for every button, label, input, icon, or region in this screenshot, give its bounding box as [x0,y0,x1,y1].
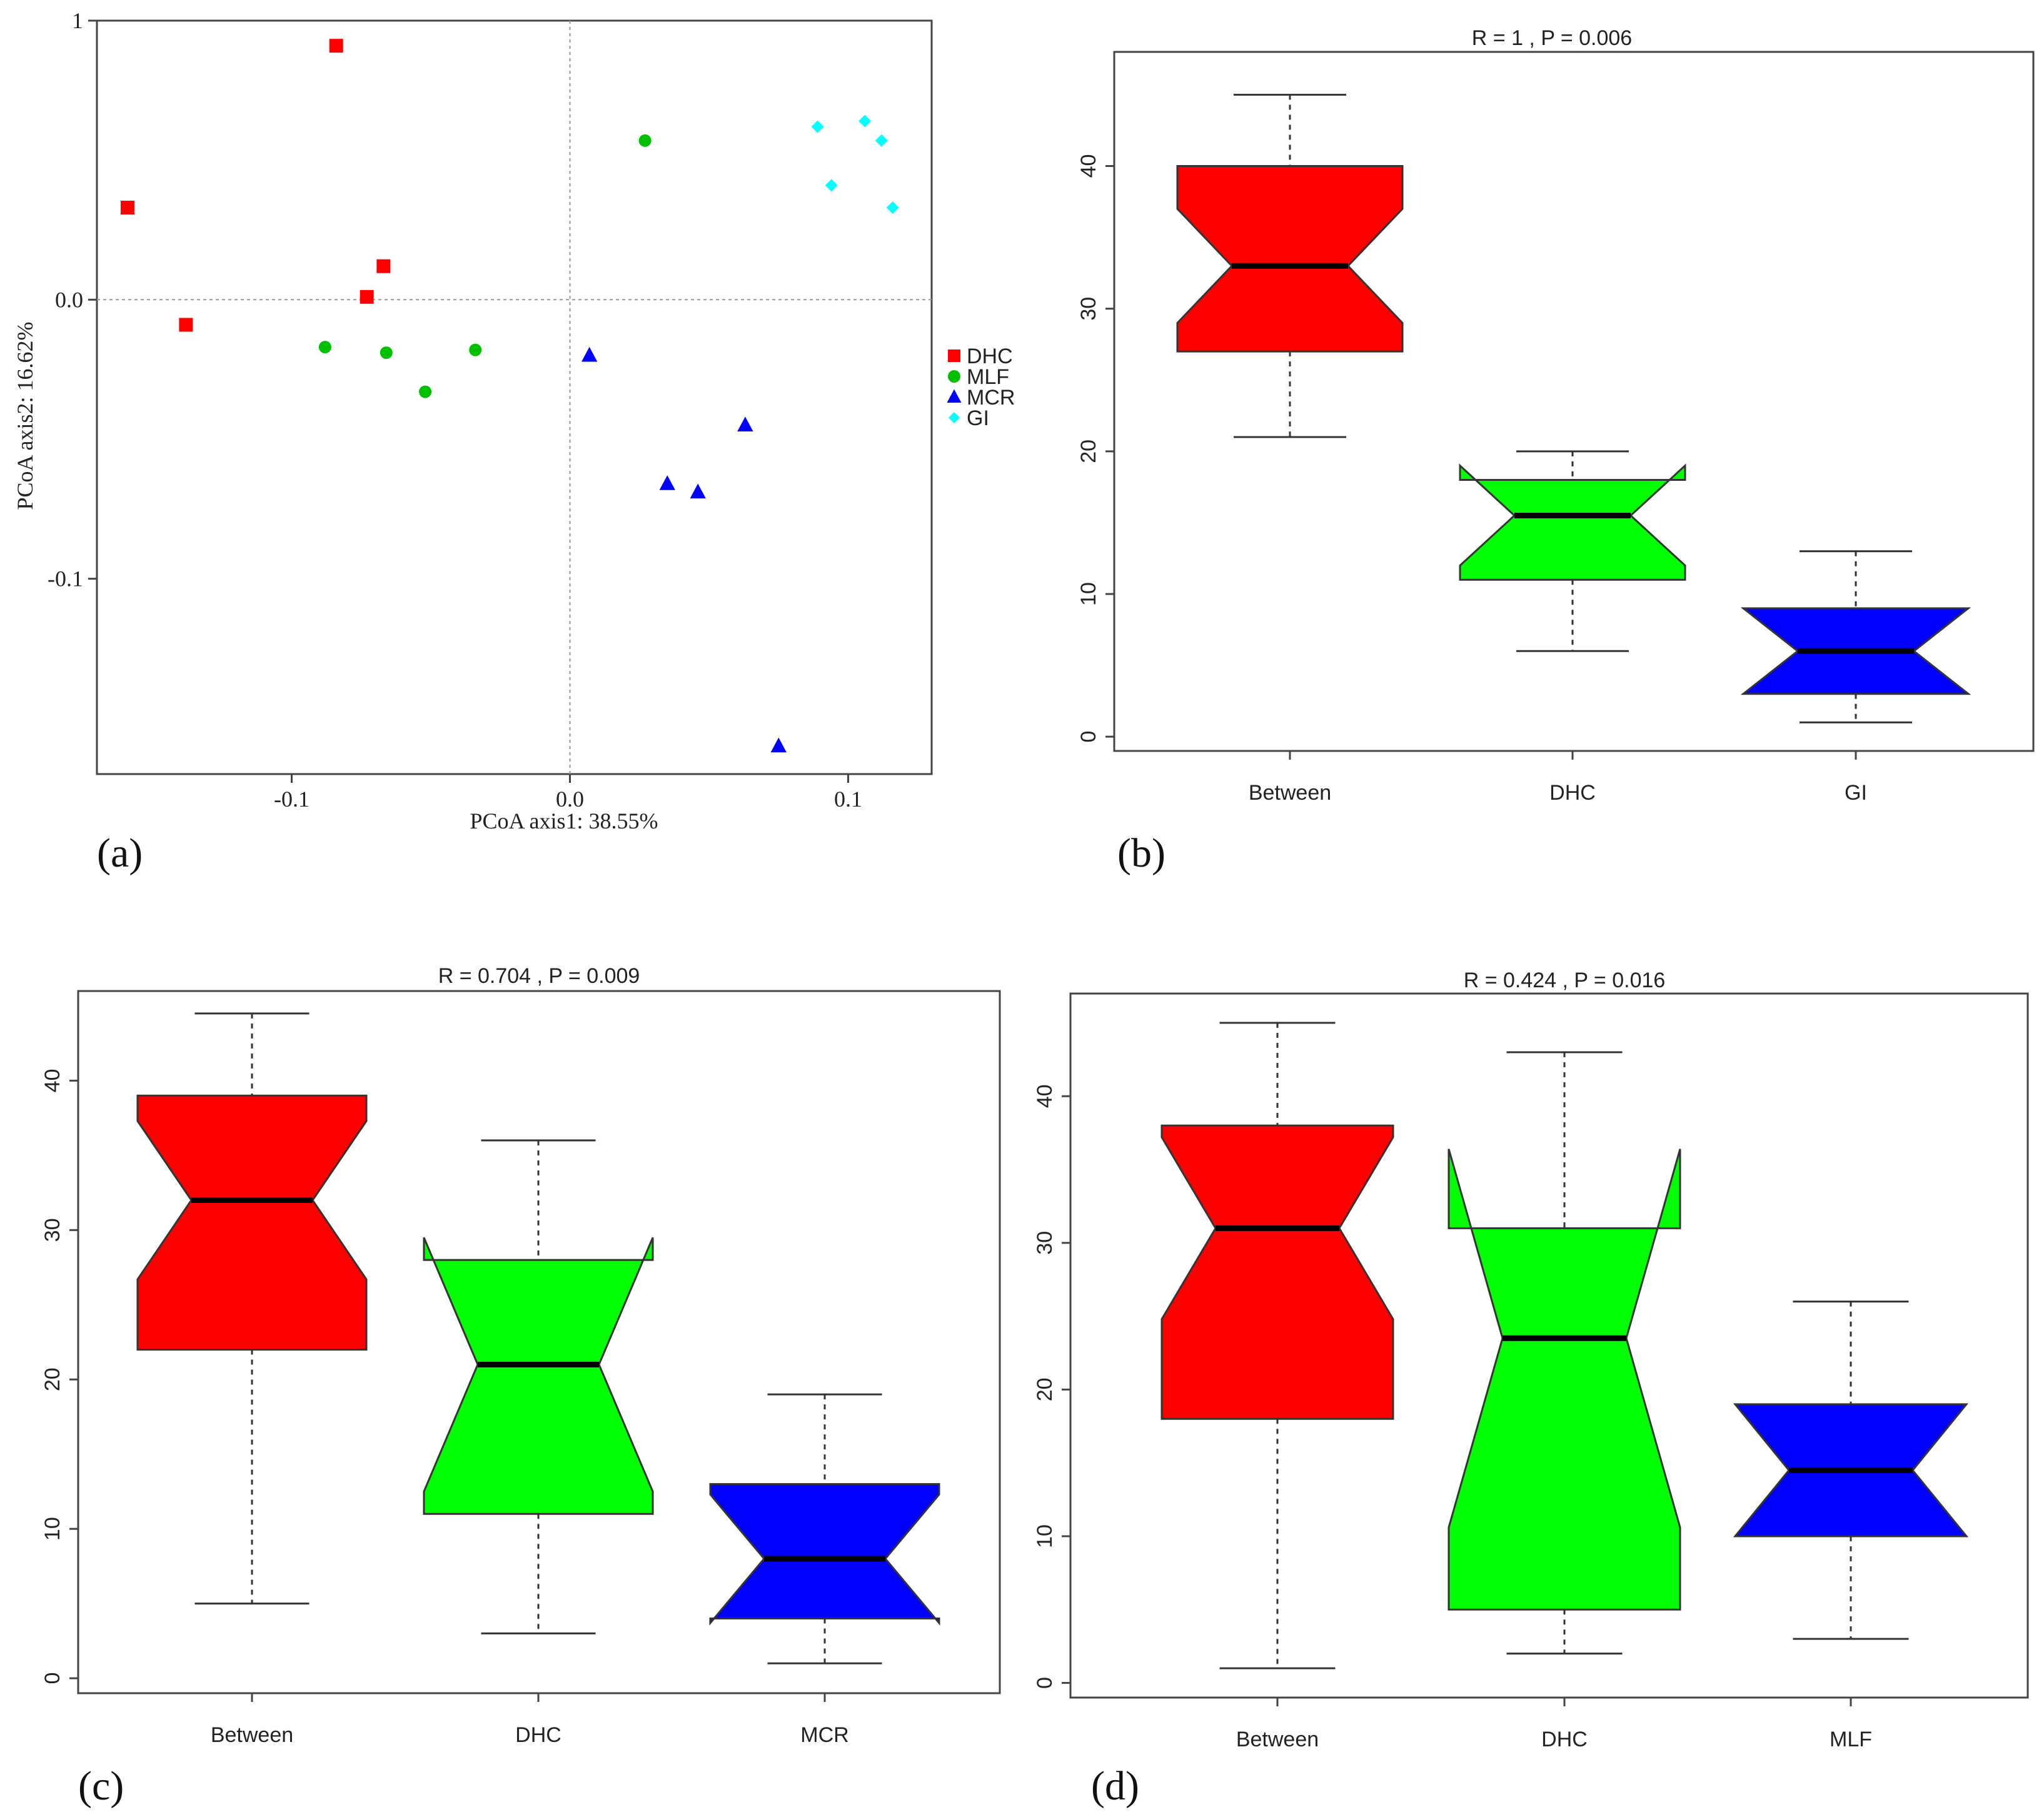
legend-marker-mlf [948,370,960,383]
legend-label-mlf: MLF [967,365,1009,389]
y-tick-label: 40 [41,1069,64,1092]
panel-a-plot-frame [96,19,933,775]
panel-d-label: (d) [1091,1763,1139,1809]
point-gi [811,120,824,133]
box-dhc [423,1237,654,1515]
point-mlf [419,385,432,398]
box-between [1176,165,1404,353]
x-tick-label: -0.1 [274,787,310,812]
x-tick-label: Between [211,1723,293,1747]
y-tick-label: 40 [1077,154,1100,178]
y-tick-label: 0 [41,1673,64,1684]
panel-b-label: (b) [1117,830,1165,876]
panel-a-points [120,39,899,753]
point-dhc [179,318,193,332]
panel-d-plot-area: 0 10 20 30 40 Between DHC MLF [1033,1022,1969,1751]
point-mcr [690,483,706,499]
x-tick-label: Between [1249,781,1331,805]
x-tick-label: MLF [1830,1728,1872,1751]
y-tick-label: 20 [1077,440,1100,463]
point-mlf [469,343,482,356]
point-gi [875,134,888,147]
panel-c-title: R = 0.704 , P = 0.009 [438,964,640,988]
panel-c-plot-area: 0 10 20 30 40 Between DHC MCR [41,1012,940,1747]
y-tick-label: 30 [1077,297,1100,321]
x-tick-label: DHC [515,1723,561,1747]
panel-b-plot-area: 0 10 20 30 40 Between DHC GI [1077,93,1971,805]
point-dhc [360,289,374,304]
legend-label-gi: GI [967,406,989,430]
panel-a-pcoa-scatter: -0.1 0.0 0.1 1 0.0 -0.1 PCoA axis1: 38.55% P… [13,8,1015,876]
panel-d-boxplot: R = 0.424 , P = 0.016 0 10 20 30 40 Between DH… [1033,969,2029,1809]
panel-a-y-axis-label: PCoA axis2: 16.62% [13,321,38,510]
x-tick-label: DHC [1549,781,1596,805]
point-dhc [376,259,391,273]
point-mcr [581,346,598,362]
box-dhc [1447,1149,1681,1611]
point-mcr [737,416,753,432]
x-tick-label: DHC [1541,1728,1588,1751]
point-gi [858,114,872,128]
point-mcr [770,737,787,753]
y-tick-label: 20 [41,1367,64,1391]
box-mcr [709,1482,940,1626]
panel-d-plot-frame [1069,992,2029,1699]
y-tick-label: -0.1 [48,566,83,591]
x-tick-label: MCR [800,1723,848,1747]
panel-b-plot-frame [1113,51,2035,752]
point-mlf [318,341,331,354]
y-tick-label: 1 [72,8,83,33]
panel-c-label: (c) [78,1763,124,1809]
x-tick-label: 0.1 [834,787,862,812]
panel-a-label: (a) [97,830,143,876]
panel-c-boxplot: R = 0.704 , P = 0.009 0 10 20 30 40 Between DH… [41,964,1001,1809]
y-tick-label: 20 [1033,1377,1057,1401]
box-dhc [1459,463,1686,581]
legend-label-mcr: MCR [967,386,1015,410]
y-tick-label: 0 [1077,731,1100,743]
box-between [136,1094,368,1351]
point-dhc [120,201,134,215]
panel-a-y-axis-ticks: 1 0.0 -0.1 [48,8,97,591]
y-tick-label: 40 [1033,1084,1057,1108]
legend-marker-dhc [948,350,960,362]
y-tick-label: 10 [1077,582,1100,606]
box-between [1160,1124,1394,1420]
y-tick-label: 30 [41,1218,64,1242]
panel-d-title: R = 0.424 , P = 0.016 [1464,969,1666,992]
point-mcr [659,475,675,490]
y-tick-label: 10 [41,1517,64,1541]
y-tick-label: 30 [1033,1231,1057,1255]
legend-label-dhc: DHC [967,345,1013,368]
x-tick-label: GI [1845,781,1867,805]
legend-marker-gi [949,412,960,423]
y-tick-label: 10 [1033,1524,1057,1548]
y-tick-label: 0.0 [55,287,83,312]
point-mlf [380,346,393,360]
point-dhc [329,39,343,53]
x-tick-label: Between [1236,1728,1319,1751]
legend-marker-mcr [947,389,962,403]
point-gi [825,179,838,192]
point-gi [886,201,899,214]
panel-a-x-axis-label: PCoA axis1: 38.55% [470,808,658,833]
point-mlf [638,134,652,147]
panel-b-title: R = 1 , P = 0.006 [1472,26,1632,50]
x-tick-label: 0.0 [556,787,584,812]
panel-a-x-axis-ticks: -0.1 0.0 0.1 [274,774,862,812]
y-tick-label: 0 [1033,1677,1057,1689]
